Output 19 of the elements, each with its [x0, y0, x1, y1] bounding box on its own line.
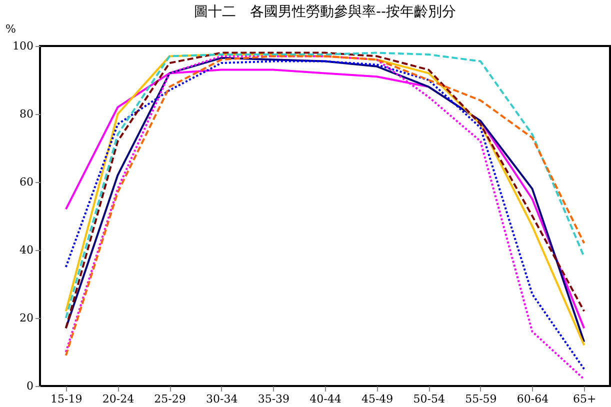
y-tick-label: 60 — [20, 176, 34, 188]
x-tick-label: 25-29 — [154, 392, 186, 406]
y-tick-label: 100 — [12, 40, 34, 52]
x-tick-label: 65+ — [572, 392, 596, 406]
x-tick-label: 35-39 — [258, 392, 290, 406]
x-tick-label: 40-44 — [310, 392, 342, 406]
x-tick-label: 55-59 — [465, 392, 497, 406]
x-tick-label: 30-34 — [206, 392, 238, 406]
x-tick-label: 15-19 — [50, 392, 82, 406]
y-tick-label: 80 — [20, 108, 34, 120]
y-tick-label: 0 — [26, 380, 34, 392]
y-tick-label: 20 — [20, 312, 34, 324]
y-tick-label: 40 — [20, 244, 34, 256]
x-tick-label: 20-24 — [102, 392, 134, 406]
chart-title: 圖十二 各國男性勞動參與率--按年齡別分 — [194, 4, 456, 20]
x-tick-label: 45-49 — [361, 392, 394, 406]
x-tick-label: 60-64 — [516, 392, 549, 406]
x-tick-label: 50-54 — [413, 392, 445, 406]
y-axis-title: % — [6, 22, 16, 36]
